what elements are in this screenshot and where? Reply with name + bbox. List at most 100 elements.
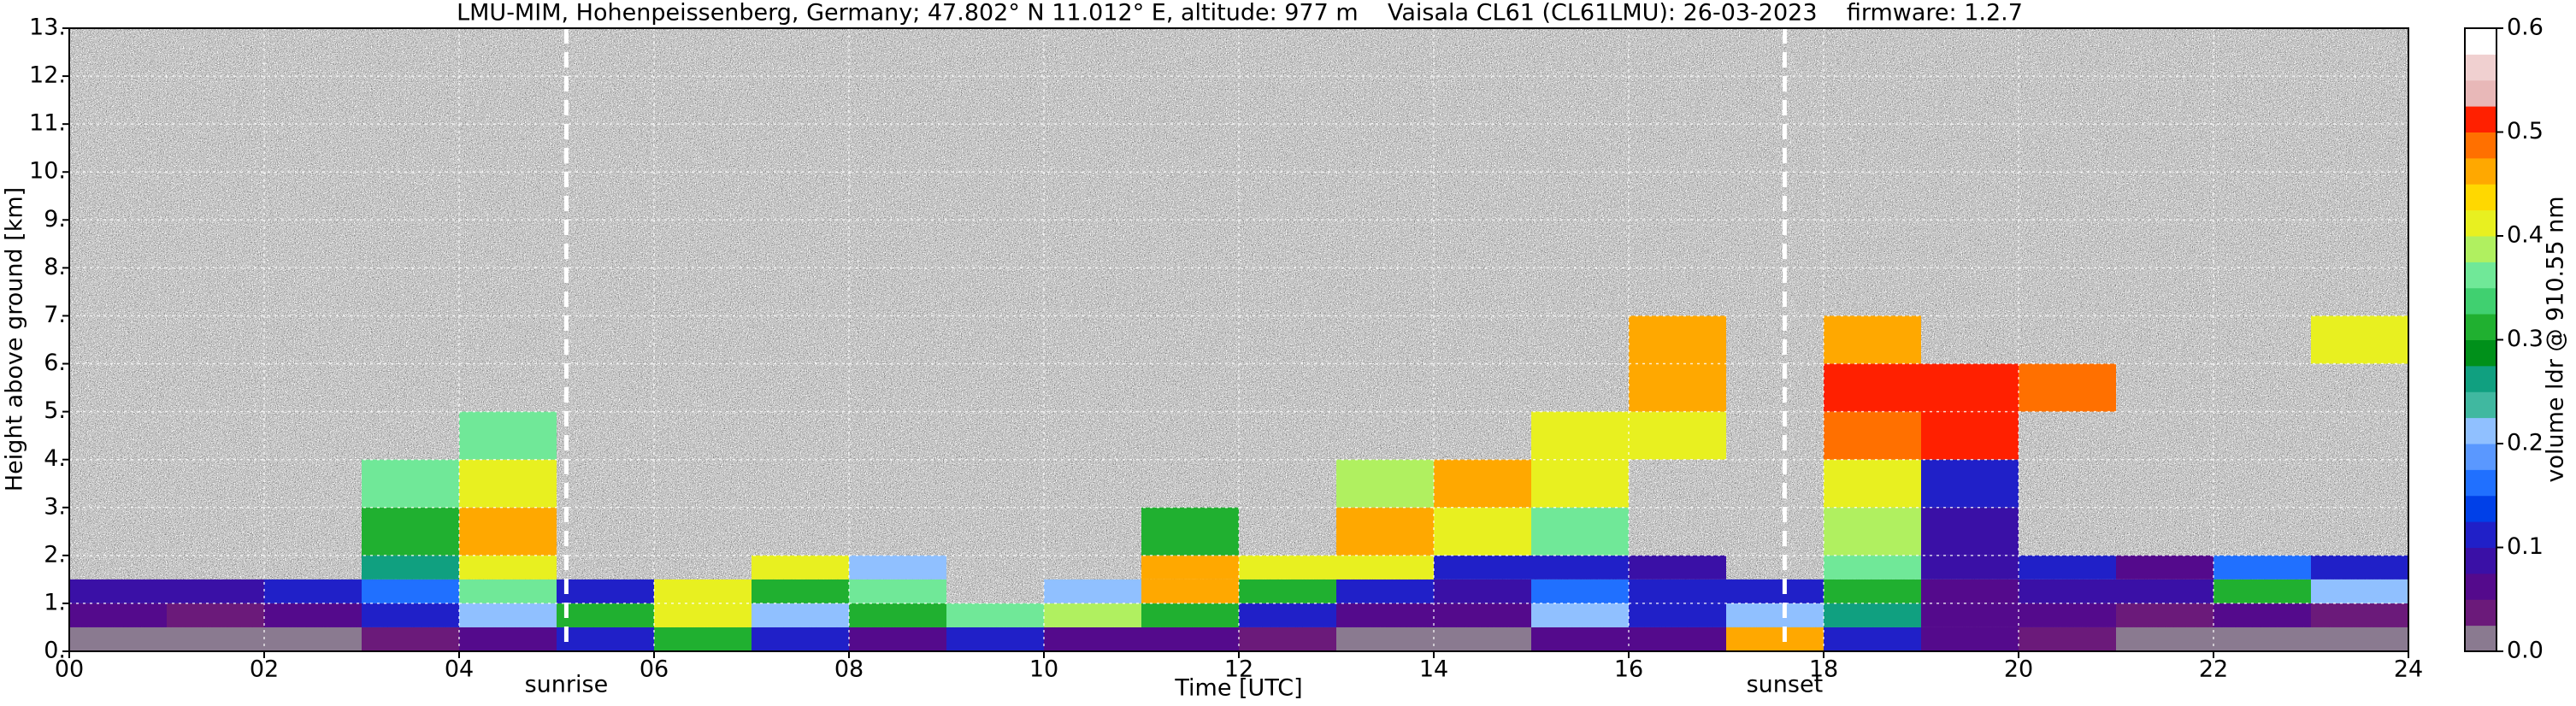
heatmap-cell — [1044, 603, 1141, 627]
heatmap-cell — [1434, 627, 1531, 651]
heatmap-cell — [69, 603, 167, 627]
y-tick-label: 10. — [29, 158, 66, 185]
heatmap-cell — [1434, 579, 1531, 603]
heatmap-cell — [2311, 603, 2408, 627]
y-tick-label: 4. — [44, 445, 66, 472]
x-tick-label: 22 — [2199, 656, 2228, 683]
colorbar-step — [2465, 28, 2496, 55]
heatmap-cell — [1239, 627, 1336, 651]
heatmap-cell — [1629, 363, 1726, 412]
heatmap-cell — [167, 627, 264, 651]
y-tick-label: 9. — [44, 206, 66, 232]
colorbar-step — [2465, 287, 2496, 315]
colorbar-step — [2465, 599, 2496, 627]
heatmap-cell — [1921, 507, 2019, 556]
heatmap-cell — [1336, 579, 1434, 603]
x-tick-label: 00 — [55, 656, 84, 683]
colorbar-step — [2465, 444, 2496, 470]
x-tick-label: 10 — [1029, 656, 1058, 683]
colorbar-step — [2465, 106, 2496, 132]
y-tick-label: 3. — [44, 493, 66, 520]
plot-frame — [68, 27, 2409, 652]
heatmap-cell — [1531, 579, 1629, 603]
colorbar-tick-label: 0.2 — [2507, 430, 2544, 456]
heatmap-cell — [1336, 555, 1434, 580]
heatmap-cell — [1434, 603, 1531, 627]
annotation-label: sunset — [1747, 672, 1824, 698]
colorbar-step — [2465, 495, 2496, 522]
heatmap-cell — [1824, 555, 1921, 580]
colorbar-step — [2465, 573, 2496, 600]
heatmap-cell — [2019, 627, 2116, 651]
heatmap-cell — [849, 627, 946, 651]
heatmap-cell — [557, 603, 654, 627]
heatmap-cell — [1239, 555, 1336, 580]
colorbar-step — [2465, 132, 2496, 159]
annotation-label: sunrise — [525, 672, 609, 698]
y-tick-label: 5. — [44, 397, 66, 424]
x-tick-label: 20 — [2004, 656, 2033, 683]
heatmap-cell — [1141, 579, 1239, 603]
heatmap — [69, 315, 2408, 651]
heatmap-cell — [654, 579, 752, 603]
colorbar-step — [2465, 54, 2496, 81]
colorbar-tick-label: 0.6 — [2507, 15, 2544, 41]
heatmap-cell — [1434, 507, 1531, 556]
heatmap-cell — [2311, 579, 2408, 603]
heatmap-cell — [849, 555, 946, 580]
colorbar-step — [2465, 209, 2496, 237]
colorbar-step — [2465, 417, 2496, 444]
heatmap-cell — [1141, 555, 1239, 580]
y-tick-label: 11. — [29, 110, 66, 137]
heatmap-cell — [1239, 579, 1336, 603]
heatmap-cell — [69, 579, 167, 603]
colorbar-tick-label: 0.0 — [2507, 638, 2544, 664]
colorbar-step — [2465, 625, 2496, 652]
heatmap-cell — [2213, 603, 2311, 627]
heatmap-cell — [1629, 555, 1726, 580]
heatmap-cell — [1336, 459, 1434, 508]
heatmap-cell — [1824, 459, 1921, 508]
heatmap-cell — [2213, 579, 2311, 603]
heatmap-cell — [2116, 603, 2213, 627]
heatmap-cell — [654, 603, 752, 627]
heatmap-cell — [362, 555, 459, 580]
heatmap-cell — [2213, 627, 2311, 651]
heatmap-cell — [1726, 579, 1824, 603]
x-tick-label: 18 — [1809, 656, 1838, 683]
heatmap-cell — [459, 411, 557, 460]
colorbar-step — [2465, 262, 2496, 289]
heatmap-cell — [2213, 555, 2311, 580]
heatmap-cell — [1531, 459, 1629, 508]
colorbar-step — [2465, 79, 2496, 107]
x-tick-label: 08 — [834, 656, 864, 683]
heatmap-cell — [1824, 627, 1921, 651]
heatmap-cell — [1044, 627, 1141, 651]
y-tick-label: 0. — [44, 638, 66, 664]
heatmap-cell — [752, 555, 849, 580]
heatmap-cell — [1531, 555, 1629, 580]
heatmap-cell — [654, 627, 752, 651]
heatmap-cell — [1824, 579, 1921, 603]
heatmap-cell — [459, 603, 557, 627]
heatmap-cell — [362, 507, 459, 556]
x-tick-label: 02 — [250, 656, 279, 683]
heatmap-cell — [1726, 627, 1824, 651]
chart-title: LMU-MIM, Hohenpeissenberg, Germany; 47.8… — [457, 0, 2023, 26]
heatmap-cell — [1921, 363, 2019, 412]
heatmap-cell — [362, 627, 459, 651]
heatmap-cell — [752, 603, 849, 627]
heatmap-cell — [1531, 411, 1629, 460]
heatmap-cell — [1336, 507, 1434, 556]
heatmap-cell — [264, 603, 362, 627]
heatmap-cell — [1824, 363, 1921, 412]
x-tick-label: 04 — [445, 656, 474, 683]
heatmap-cell — [1921, 411, 2019, 460]
heatmap-cell — [752, 579, 849, 603]
colorbar-step — [2465, 365, 2496, 392]
colorbar-tick-label: 0.1 — [2507, 533, 2544, 560]
heatmap-cell — [2311, 315, 2408, 364]
heatmap-cell — [2019, 555, 2116, 580]
heatmap-cell — [1141, 627, 1239, 651]
heatmap-cell — [1921, 459, 2019, 508]
